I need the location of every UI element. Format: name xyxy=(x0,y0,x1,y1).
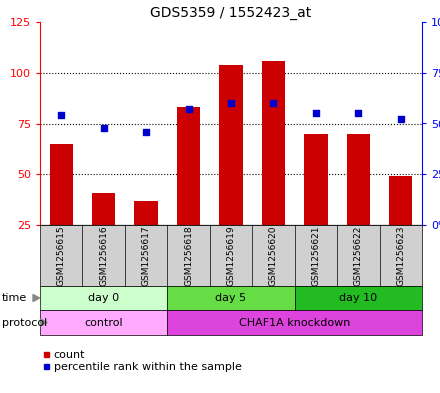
Title: GDS5359 / 1552423_at: GDS5359 / 1552423_at xyxy=(150,6,312,20)
Text: GSM1256615: GSM1256615 xyxy=(57,225,66,286)
Bar xyxy=(50,144,73,225)
Point xyxy=(185,106,192,112)
Text: GSM1256620: GSM1256620 xyxy=(269,225,278,286)
Point xyxy=(397,116,404,123)
Point xyxy=(143,129,150,135)
Text: time: time xyxy=(2,293,27,303)
Point xyxy=(100,125,107,131)
Text: GSM1256618: GSM1256618 xyxy=(184,225,193,286)
Text: GSM1256616: GSM1256616 xyxy=(99,225,108,286)
Text: CHAF1A knockdown: CHAF1A knockdown xyxy=(239,318,350,327)
Point xyxy=(312,110,319,116)
Point xyxy=(270,100,277,107)
Point xyxy=(58,112,65,119)
Text: control: control xyxy=(84,318,123,327)
Text: day 5: day 5 xyxy=(216,293,246,303)
Point xyxy=(355,110,362,116)
Bar xyxy=(262,61,285,225)
Bar xyxy=(347,134,370,225)
Bar xyxy=(177,107,200,225)
Text: percentile rank within the sample: percentile rank within the sample xyxy=(54,362,242,372)
Text: GSM1256621: GSM1256621 xyxy=(312,225,320,286)
Text: GSM1256623: GSM1256623 xyxy=(396,225,405,286)
Text: count: count xyxy=(54,350,85,360)
Bar xyxy=(304,134,327,225)
Point xyxy=(227,100,235,107)
Text: day 0: day 0 xyxy=(88,293,119,303)
Text: GSM1256619: GSM1256619 xyxy=(227,225,235,286)
Bar xyxy=(219,64,243,225)
Text: day 10: day 10 xyxy=(339,293,378,303)
Text: protocol: protocol xyxy=(2,318,48,327)
Bar xyxy=(92,193,115,225)
Bar xyxy=(389,176,412,225)
Text: GSM1256622: GSM1256622 xyxy=(354,225,363,286)
Bar xyxy=(135,201,158,225)
Text: GSM1256617: GSM1256617 xyxy=(142,225,150,286)
